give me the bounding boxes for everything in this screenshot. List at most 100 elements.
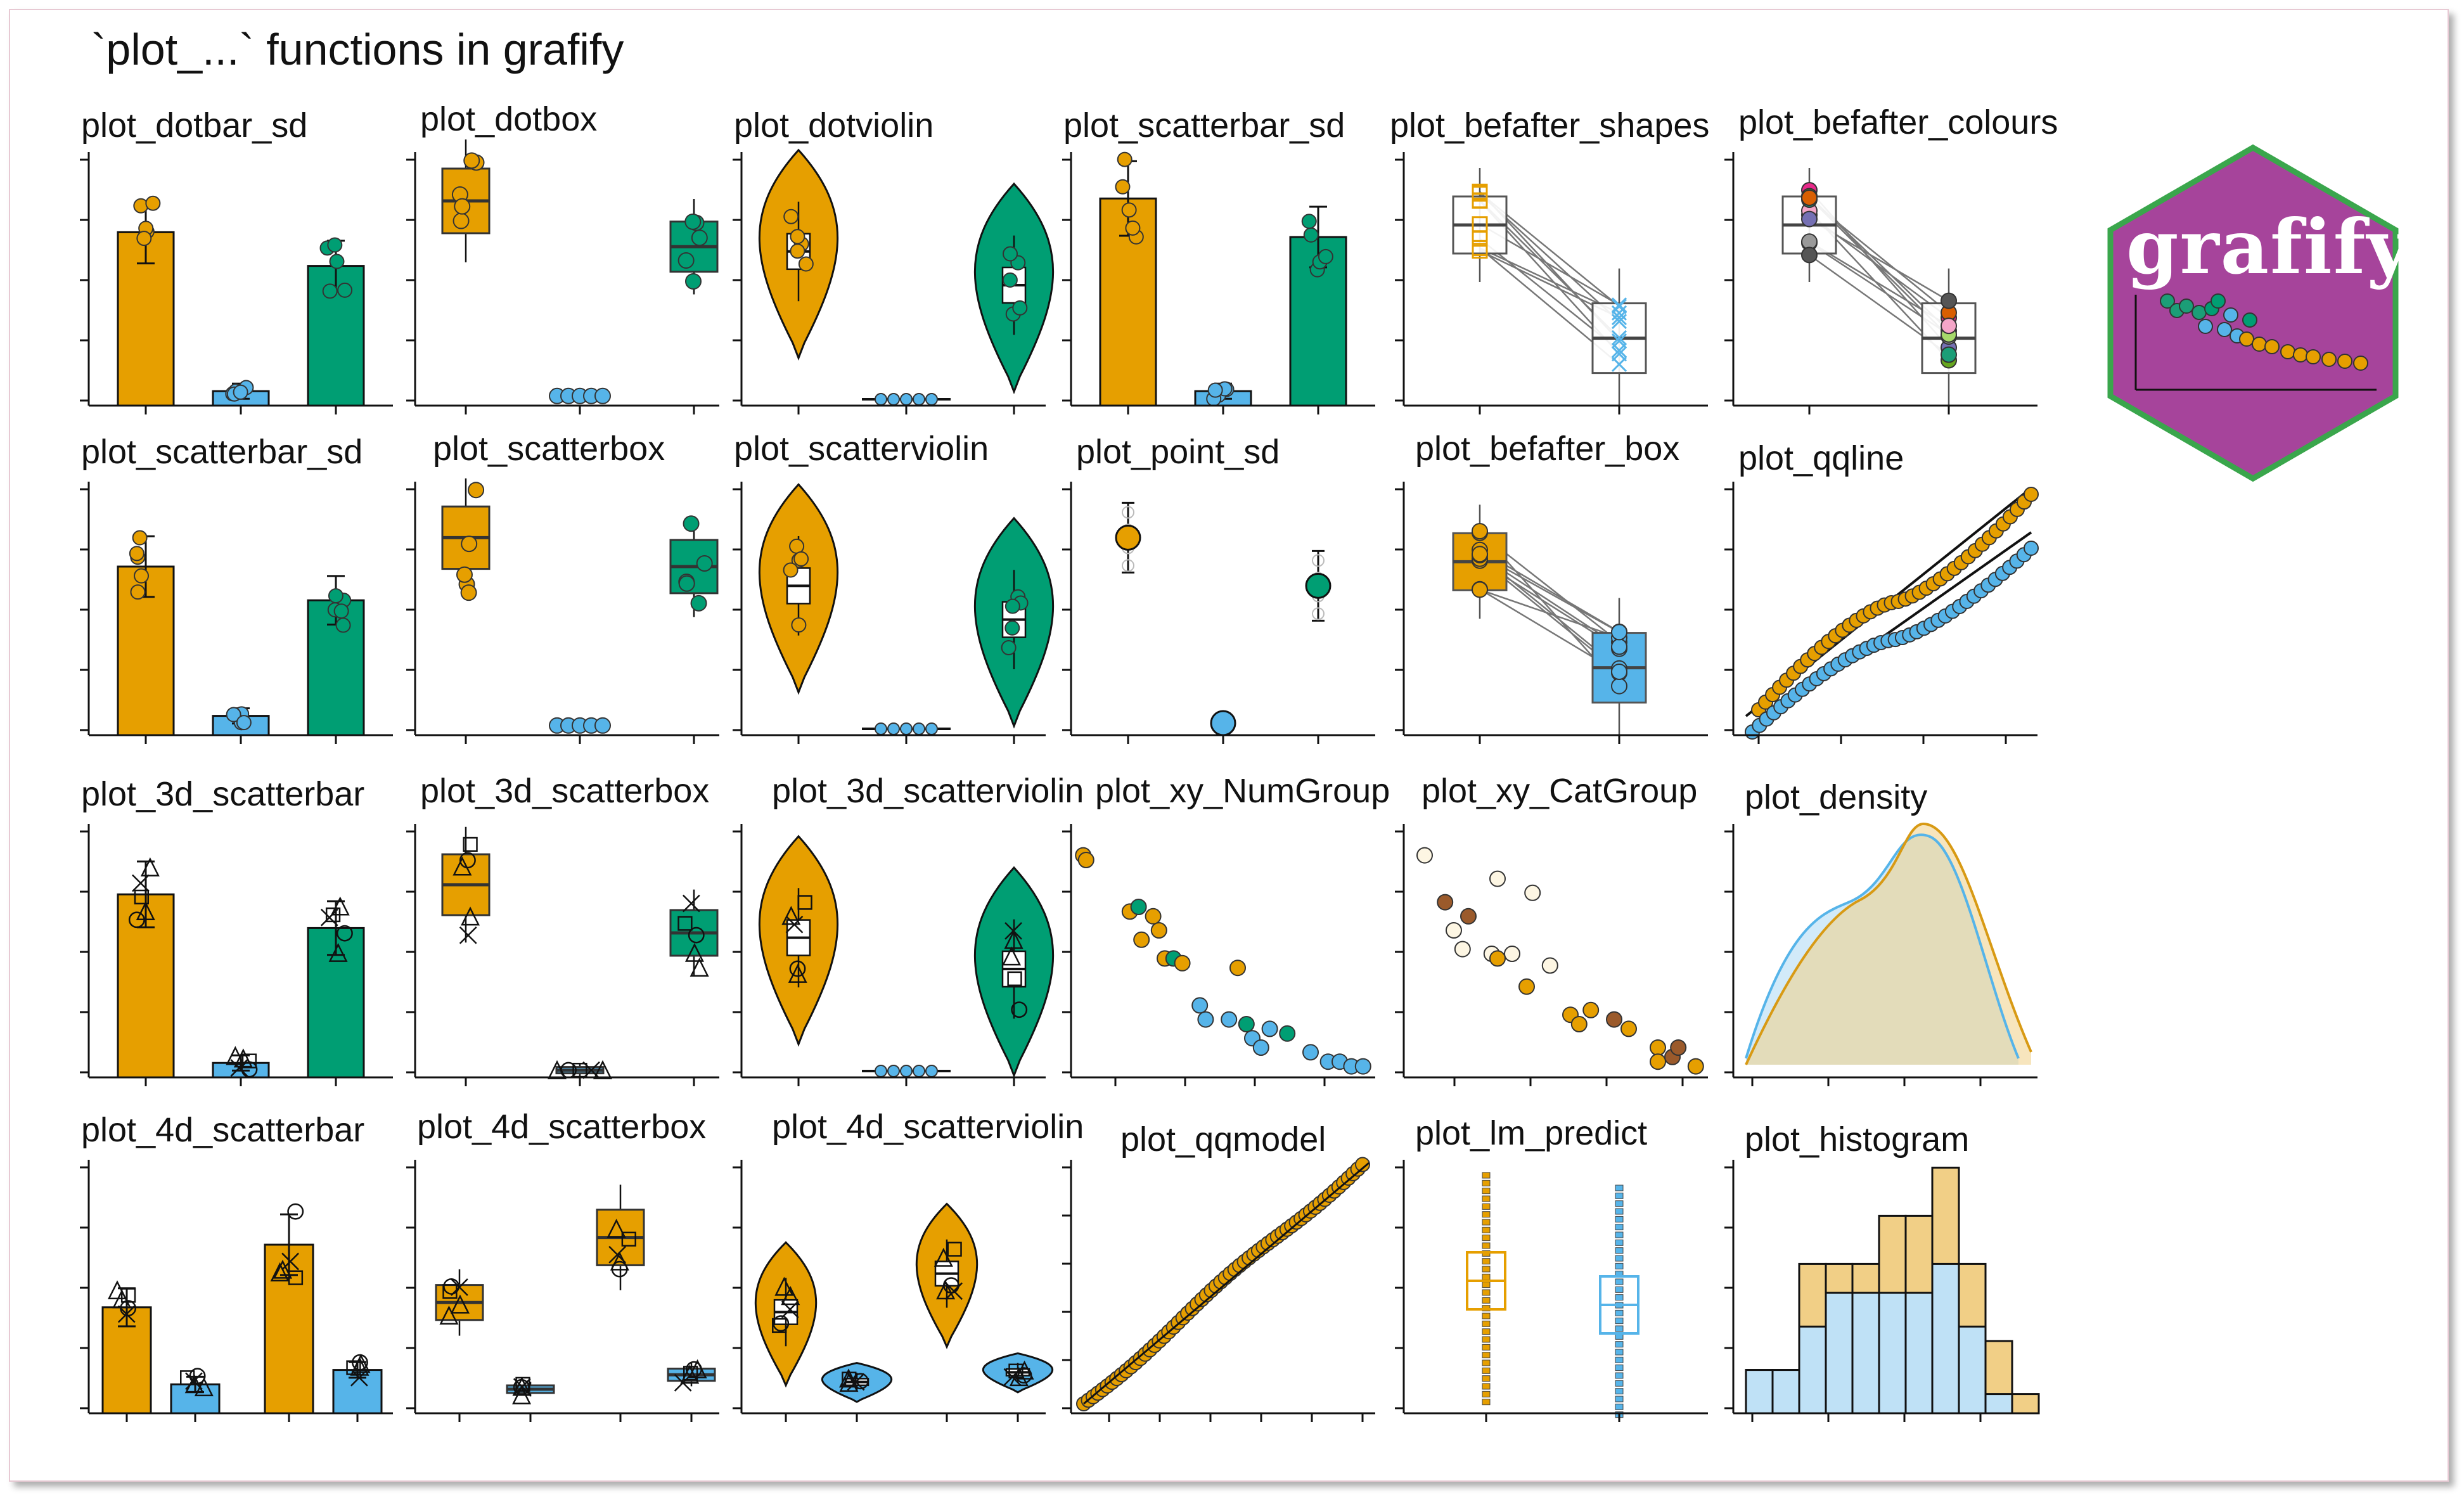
data-point — [322, 283, 338, 299]
data-point — [1615, 1255, 1624, 1262]
raw-point — [1312, 554, 1325, 567]
cross-point — [781, 1300, 799, 1318]
scatter-point — [1620, 1020, 1637, 1037]
data-point — [1615, 1325, 1624, 1332]
data-point — [337, 282, 353, 298]
triangle-point — [1001, 946, 1022, 966]
panel-title: plot_xy_NumGroup — [1095, 772, 1390, 810]
raw-point — [1122, 559, 1134, 572]
before-point — [1472, 546, 1488, 563]
data-point — [1482, 1297, 1491, 1304]
after-point — [1611, 297, 1627, 313]
logo-point — [2179, 298, 2194, 314]
panel-title: plot_befafter_shapes — [1390, 106, 1709, 144]
panel-title: plot_xy_CatGroup — [1421, 772, 1697, 810]
triangle-point — [610, 1251, 629, 1271]
circle-point — [1011, 1001, 1028, 1018]
scatter-point — [1150, 922, 1167, 939]
data-point — [1615, 1403, 1624, 1410]
scatter-point — [1606, 1011, 1622, 1028]
after-point — [1611, 310, 1627, 326]
data-point — [329, 254, 345, 269]
scatter-point — [1261, 1020, 1278, 1037]
data-point — [1615, 1396, 1624, 1403]
cross-point — [132, 874, 150, 892]
data-point — [1482, 1203, 1491, 1210]
panel-title: plot_qqmodel — [1120, 1120, 1326, 1159]
density-line-blue — [1745, 833, 2020, 1059]
square-point — [621, 1231, 636, 1247]
square-point — [463, 837, 478, 852]
triangle-point — [839, 1373, 859, 1392]
data-point — [925, 1065, 938, 1077]
scatter-point — [1252, 1039, 1269, 1056]
panel-18: plot_4d_scatterbar — [80, 1111, 393, 1422]
data-point — [1615, 1200, 1624, 1207]
data-point — [1482, 1188, 1491, 1195]
data-point — [1482, 1235, 1491, 1242]
logo-point — [2353, 356, 2368, 371]
data-point — [333, 603, 349, 619]
triangle-point — [781, 906, 801, 925]
hist-bar-blue — [1771, 1369, 1800, 1415]
triangle-point — [512, 1377, 532, 1396]
data-point — [1615, 1208, 1624, 1215]
data-point — [1482, 1367, 1491, 1374]
triangle-point — [781, 1286, 800, 1306]
panel-10: plot_befafter_box — [1395, 430, 1708, 744]
cross-point — [459, 926, 477, 944]
data-point — [134, 568, 150, 584]
data-point — [594, 387, 611, 404]
scatter-point — [1077, 852, 1094, 868]
after-point — [1941, 292, 1957, 309]
logo-hexagon — [2107, 144, 2399, 482]
data-point — [1482, 1195, 1491, 1202]
scatter-point — [1489, 950, 1506, 967]
panel-5: plot_befafter_colours — [1724, 103, 2058, 414]
scatter-point — [1541, 957, 1558, 974]
raw-point — [1312, 607, 1325, 620]
data-point — [790, 229, 805, 245]
triangle-point — [107, 1280, 127, 1300]
scatter-point — [1454, 940, 1471, 958]
triangle-point — [684, 942, 704, 962]
triangle-point — [226, 1046, 245, 1065]
hist-bar-blue — [1825, 1292, 1854, 1415]
data-point — [1482, 1281, 1491, 1288]
panel-title: plot_dotviolin — [734, 106, 934, 144]
square-point — [947, 1242, 962, 1257]
scatter-point — [1191, 997, 1209, 1014]
logo-point — [2337, 354, 2352, 369]
triangle-point — [934, 1247, 953, 1267]
panel-15: plot_xy_NumGroup — [1062, 772, 1390, 1086]
data-point — [913, 393, 925, 406]
scatter-point — [1238, 1016, 1255, 1032]
before-point — [1472, 240, 1488, 256]
panel-title: plot_befafter_colours — [1738, 103, 2058, 141]
data-point — [691, 229, 708, 247]
after-point — [1611, 356, 1627, 372]
panel-21: plot_qqmodel — [1062, 1120, 1375, 1422]
data-point — [1004, 598, 1020, 614]
scatter-point — [1650, 1039, 1666, 1056]
triangle-point — [606, 1219, 626, 1238]
data-point — [1482, 1383, 1491, 1390]
panel-14: plot_3d_scatterviolin — [733, 772, 1084, 1086]
data-point — [130, 584, 146, 600]
panel-title: plot_scatterviolin — [734, 430, 989, 468]
data-point — [1615, 1356, 1624, 1363]
cross-point — [281, 1252, 299, 1271]
hist-bar-blue — [1984, 1393, 2013, 1415]
data-point — [1121, 202, 1137, 218]
logo-point — [2280, 344, 2295, 359]
logo-point — [2306, 349, 2321, 364]
panel-16: plot_xy_CatGroup — [1395, 772, 1708, 1086]
data-point — [690, 594, 707, 612]
cross-point — [945, 1282, 963, 1300]
data-point — [677, 252, 695, 269]
scatter-point — [1582, 1001, 1600, 1018]
scatter-point — [1489, 870, 1506, 887]
page-title: `plot_...` functions in grafify — [91, 25, 624, 74]
data-point — [461, 536, 478, 553]
data-point — [1482, 1219, 1491, 1226]
